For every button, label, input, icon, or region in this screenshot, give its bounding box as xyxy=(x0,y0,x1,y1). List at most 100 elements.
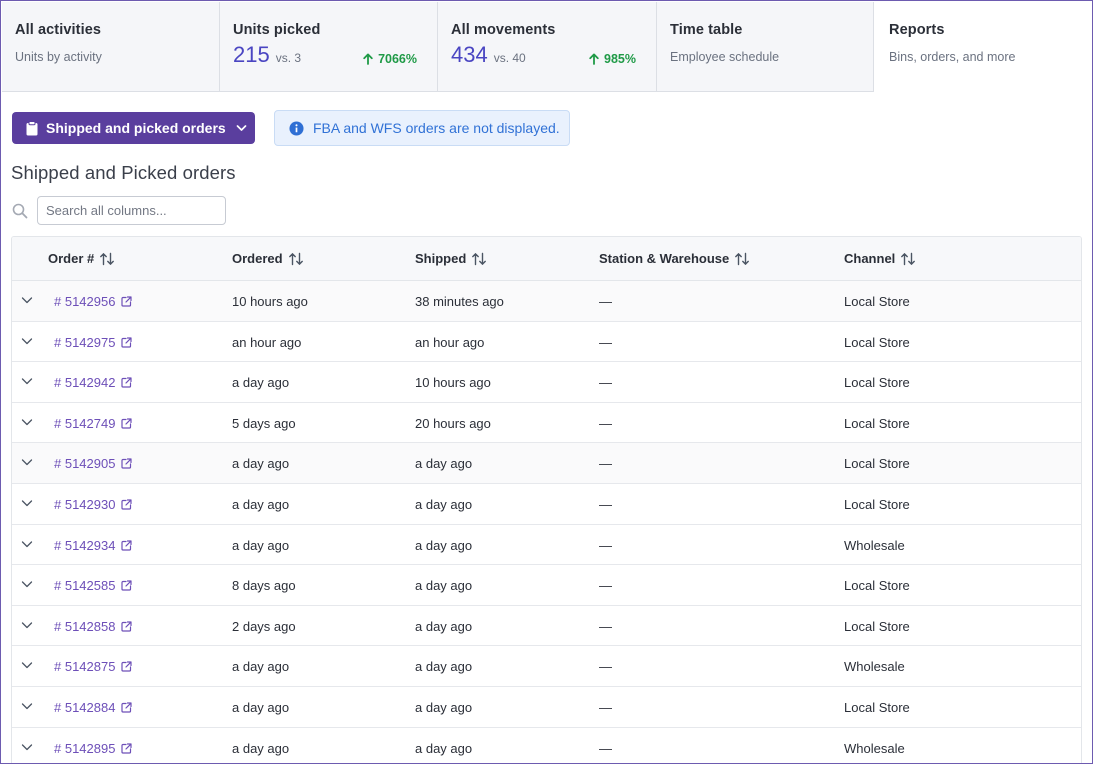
order-number: # 5142934 xyxy=(54,537,116,553)
sort-icon xyxy=(735,252,750,265)
tab-reports[interactable]: Reports Bins, orders, and more xyxy=(874,2,1092,92)
expand-row-icon[interactable] xyxy=(21,741,33,753)
expand-row-icon[interactable] xyxy=(21,497,33,509)
station-warehouse: — xyxy=(599,334,612,350)
expand-row-icon[interactable] xyxy=(21,578,33,590)
order-number: # 5142858 xyxy=(54,618,116,634)
channel: Local Store xyxy=(844,334,910,350)
external-link-icon xyxy=(121,742,133,754)
station-warehouse: — xyxy=(599,618,612,634)
order-link[interactable]: # 5142975 xyxy=(54,334,133,350)
order-link[interactable]: # 5142934 xyxy=(54,537,133,553)
table-row: # 5142858 2 days ago a day ago — Local S… xyxy=(12,606,1081,647)
expand-row-icon[interactable] xyxy=(21,700,33,712)
tab-all-movements[interactable]: All movements 434 vs. 40 985% xyxy=(438,2,657,92)
report-select-button[interactable]: Shipped and picked orders xyxy=(12,112,255,144)
info-icon xyxy=(289,120,304,136)
order-link[interactable]: # 5142930 xyxy=(54,496,133,512)
order-number: # 5142875 xyxy=(54,659,116,675)
table-row: # 5142934 a day ago a day ago — Wholesal… xyxy=(12,525,1081,566)
ordered-time: 5 days ago xyxy=(232,415,296,431)
station-warehouse: — xyxy=(599,415,612,431)
order-link[interactable]: # 5142905 xyxy=(54,456,133,471)
order-link[interactable]: # 5142875 xyxy=(54,659,133,675)
station-warehouse: — xyxy=(599,659,612,675)
station-warehouse: — xyxy=(599,294,612,309)
order-link[interactable]: # 5142942 xyxy=(54,375,133,391)
channel: Wholesale xyxy=(844,537,905,553)
tab-units-picked[interactable]: Units picked 215 vs. 3 7066% xyxy=(220,2,438,92)
table-row: # 5142930 a day ago a day ago — Local St… xyxy=(12,483,1081,525)
station-warehouse: — xyxy=(599,456,612,472)
order-link[interactable]: # 5142585 xyxy=(54,578,133,593)
table-row: # 5142942 a day ago 10 hours ago — Local… xyxy=(12,362,1081,403)
station-warehouse: — xyxy=(599,496,612,512)
channel: Local Store xyxy=(844,496,910,512)
ordered-time: a day ago xyxy=(232,375,290,391)
column-header-label: Ordered xyxy=(232,251,283,266)
column-header-shipped[interactable]: Shipped xyxy=(415,251,487,266)
order-number: # 5142749 xyxy=(54,415,116,431)
order-link[interactable]: # 5142895 xyxy=(54,741,133,756)
clipboard-icon xyxy=(26,120,38,135)
tab-time-table[interactable]: Time table Employee schedule xyxy=(657,2,874,92)
expand-row-icon[interactable] xyxy=(21,416,33,428)
sort-icon xyxy=(901,252,916,265)
column-header-order[interactable]: Order # xyxy=(48,251,115,266)
expand-row-icon[interactable] xyxy=(21,335,33,347)
report-select-label: Shipped and picked orders xyxy=(46,120,226,136)
expand-row-icon[interactable] xyxy=(21,456,33,468)
column-header-channel[interactable]: Channel xyxy=(844,251,916,266)
order-link[interactable]: # 5142956 xyxy=(54,294,133,309)
channel: Local Store xyxy=(844,699,910,715)
channel: Local Store xyxy=(844,294,910,309)
tab-subtitle: Units by activity xyxy=(15,50,102,64)
expand-row-icon[interactable] xyxy=(21,619,33,631)
table-row: # 5142975 an hour ago an hour ago — Loca… xyxy=(12,321,1081,363)
expand-row-icon[interactable] xyxy=(21,294,33,306)
tab-all-activities[interactable]: All activities Units by activity xyxy=(2,2,220,92)
metric-value: 434 xyxy=(451,42,488,67)
table-row: # 5142875 a day ago a day ago — Wholesal… xyxy=(12,646,1081,687)
orders-table: Order # Ordered Shipped Station & Wareho… xyxy=(11,236,1082,763)
column-header-ordered[interactable]: Ordered xyxy=(232,251,304,266)
metric: 434 vs. 40 xyxy=(451,42,643,68)
external-link-icon xyxy=(121,702,133,713)
shipped-time: a day ago xyxy=(415,618,473,634)
tab-title: Reports xyxy=(889,22,945,38)
order-number: # 5142942 xyxy=(54,375,116,391)
shipped-time: a day ago xyxy=(415,496,473,512)
column-header-station[interactable]: Station & Warehouse xyxy=(599,251,750,266)
tab-title: Time table xyxy=(670,22,743,38)
station-warehouse: — xyxy=(599,578,612,594)
shipped-time: 38 minutes ago xyxy=(415,294,504,309)
metric-delta: 7066% xyxy=(363,52,417,66)
external-link-icon xyxy=(121,539,133,551)
order-link[interactable]: # 5142884 xyxy=(54,700,133,715)
expand-row-icon[interactable] xyxy=(21,538,33,550)
shipped-time: a day ago xyxy=(415,740,473,756)
ordered-time: 10 hours ago xyxy=(232,294,308,309)
metric-value: 215 xyxy=(233,42,270,67)
external-link-icon xyxy=(121,621,133,632)
external-link-icon xyxy=(121,458,133,469)
external-link-icon xyxy=(121,499,133,510)
column-header-label: Shipped xyxy=(415,251,467,266)
order-number: # 5142975 xyxy=(54,334,116,350)
external-link-icon xyxy=(121,661,133,672)
station-warehouse: — xyxy=(599,740,612,756)
expand-row-icon[interactable] xyxy=(21,375,33,387)
order-link[interactable]: # 5142858 xyxy=(54,618,133,634)
table-row: # 5142749 5 days ago 20 hours ago — Loca… xyxy=(12,402,1081,444)
metric-compare: vs. 40 xyxy=(493,51,526,65)
station-warehouse: — xyxy=(599,375,612,391)
ordered-time: 2 days ago xyxy=(232,618,296,634)
station-warehouse: — xyxy=(599,699,612,715)
search-input[interactable] xyxy=(37,196,226,225)
table-row: # 5142905 a day ago a day ago — Local St… xyxy=(12,443,1081,484)
external-link-icon xyxy=(121,377,133,388)
order-number: # 5142930 xyxy=(54,496,116,512)
expand-row-icon[interactable] xyxy=(21,659,33,671)
order-link[interactable]: # 5142749 xyxy=(54,415,133,431)
sort-icon xyxy=(100,252,115,265)
